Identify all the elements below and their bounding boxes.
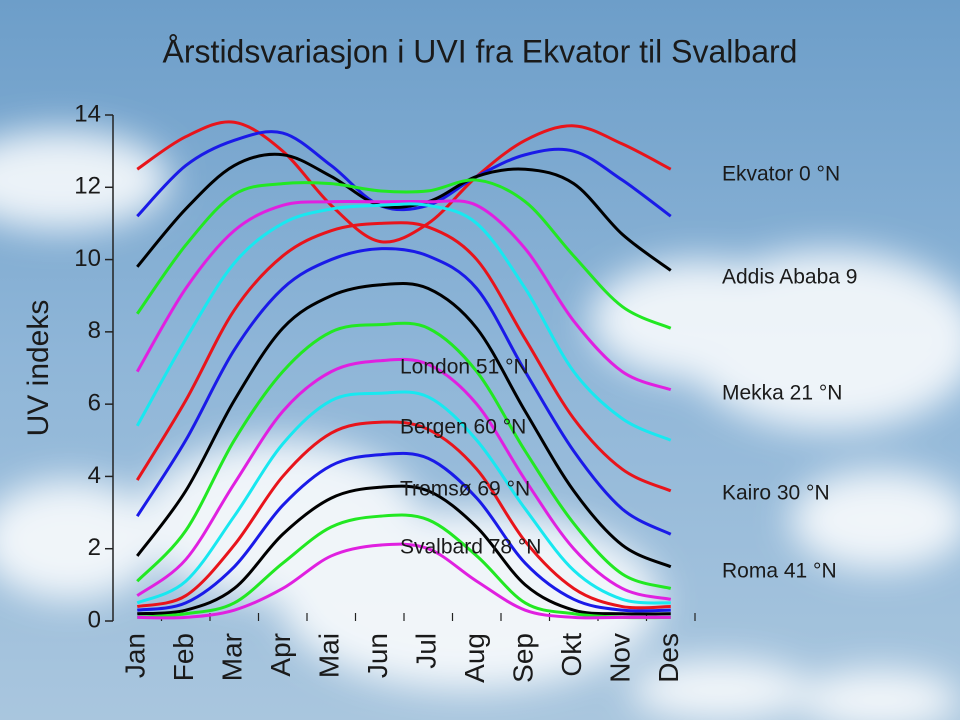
series-line [137,484,671,616]
series-line [135,199,672,392]
x-tick-label: Jun [362,633,393,678]
y-tick-label: 6 [88,389,101,416]
annotation: Bergen 60 °N [400,416,526,439]
x-tick-label: Mar [217,633,248,681]
series-line [135,202,672,442]
series-line [136,357,672,601]
x-tick-label: Apr [265,633,296,677]
annotation: Svalbard 78 °N [400,536,541,559]
y-tick-label: 12 [74,173,101,200]
series-line [136,420,671,610]
annotation: Addis Ababa 9 [722,266,857,289]
y-tick-label: 2 [88,534,101,561]
y-tick-label: 0 [88,606,101,633]
x-tick-label: Sep [508,633,539,683]
annotation: London 51 °N [400,356,529,379]
series-line [136,390,671,605]
chart-title: Årstidsvariasjon i UVI fra Ekvator til S… [163,33,798,69]
series-line [136,282,672,569]
x-tick-label: Jul [411,633,442,669]
annotation: Tromsø 69 °N [400,478,530,501]
clouds [0,130,960,720]
y-tick-label: 10 [74,245,101,272]
series-line [136,178,672,330]
annotation: Mekka 21 °N [722,382,842,405]
series-line [136,120,672,244]
series-line [137,513,671,620]
x-tick-label: Nov [605,633,636,683]
x-tick-label: Aug [459,633,490,683]
x-tick-label: Jan [120,633,151,678]
series-line [135,247,672,536]
y-tick-label: 4 [88,462,101,489]
series-line [136,152,672,272]
y-tick-label: 8 [88,317,101,344]
series-line [137,542,671,620]
y-tick-label: 14 [74,100,101,127]
series-line [137,451,671,613]
x-tick-label: Mai [314,633,345,678]
series-line [136,130,672,218]
annotation: Kairo 30 °N [722,482,830,505]
x-tick-label: Des [653,633,684,683]
series-line [135,221,672,493]
y-axis-label: UV indeks [22,300,55,437]
annotation: Roma 41 °N [722,560,837,583]
x-tick-label: Feb [168,633,199,681]
series-line [136,321,672,590]
x-tick-label: Okt [556,633,587,677]
annotation: Ekvator 0 °N [722,163,840,186]
